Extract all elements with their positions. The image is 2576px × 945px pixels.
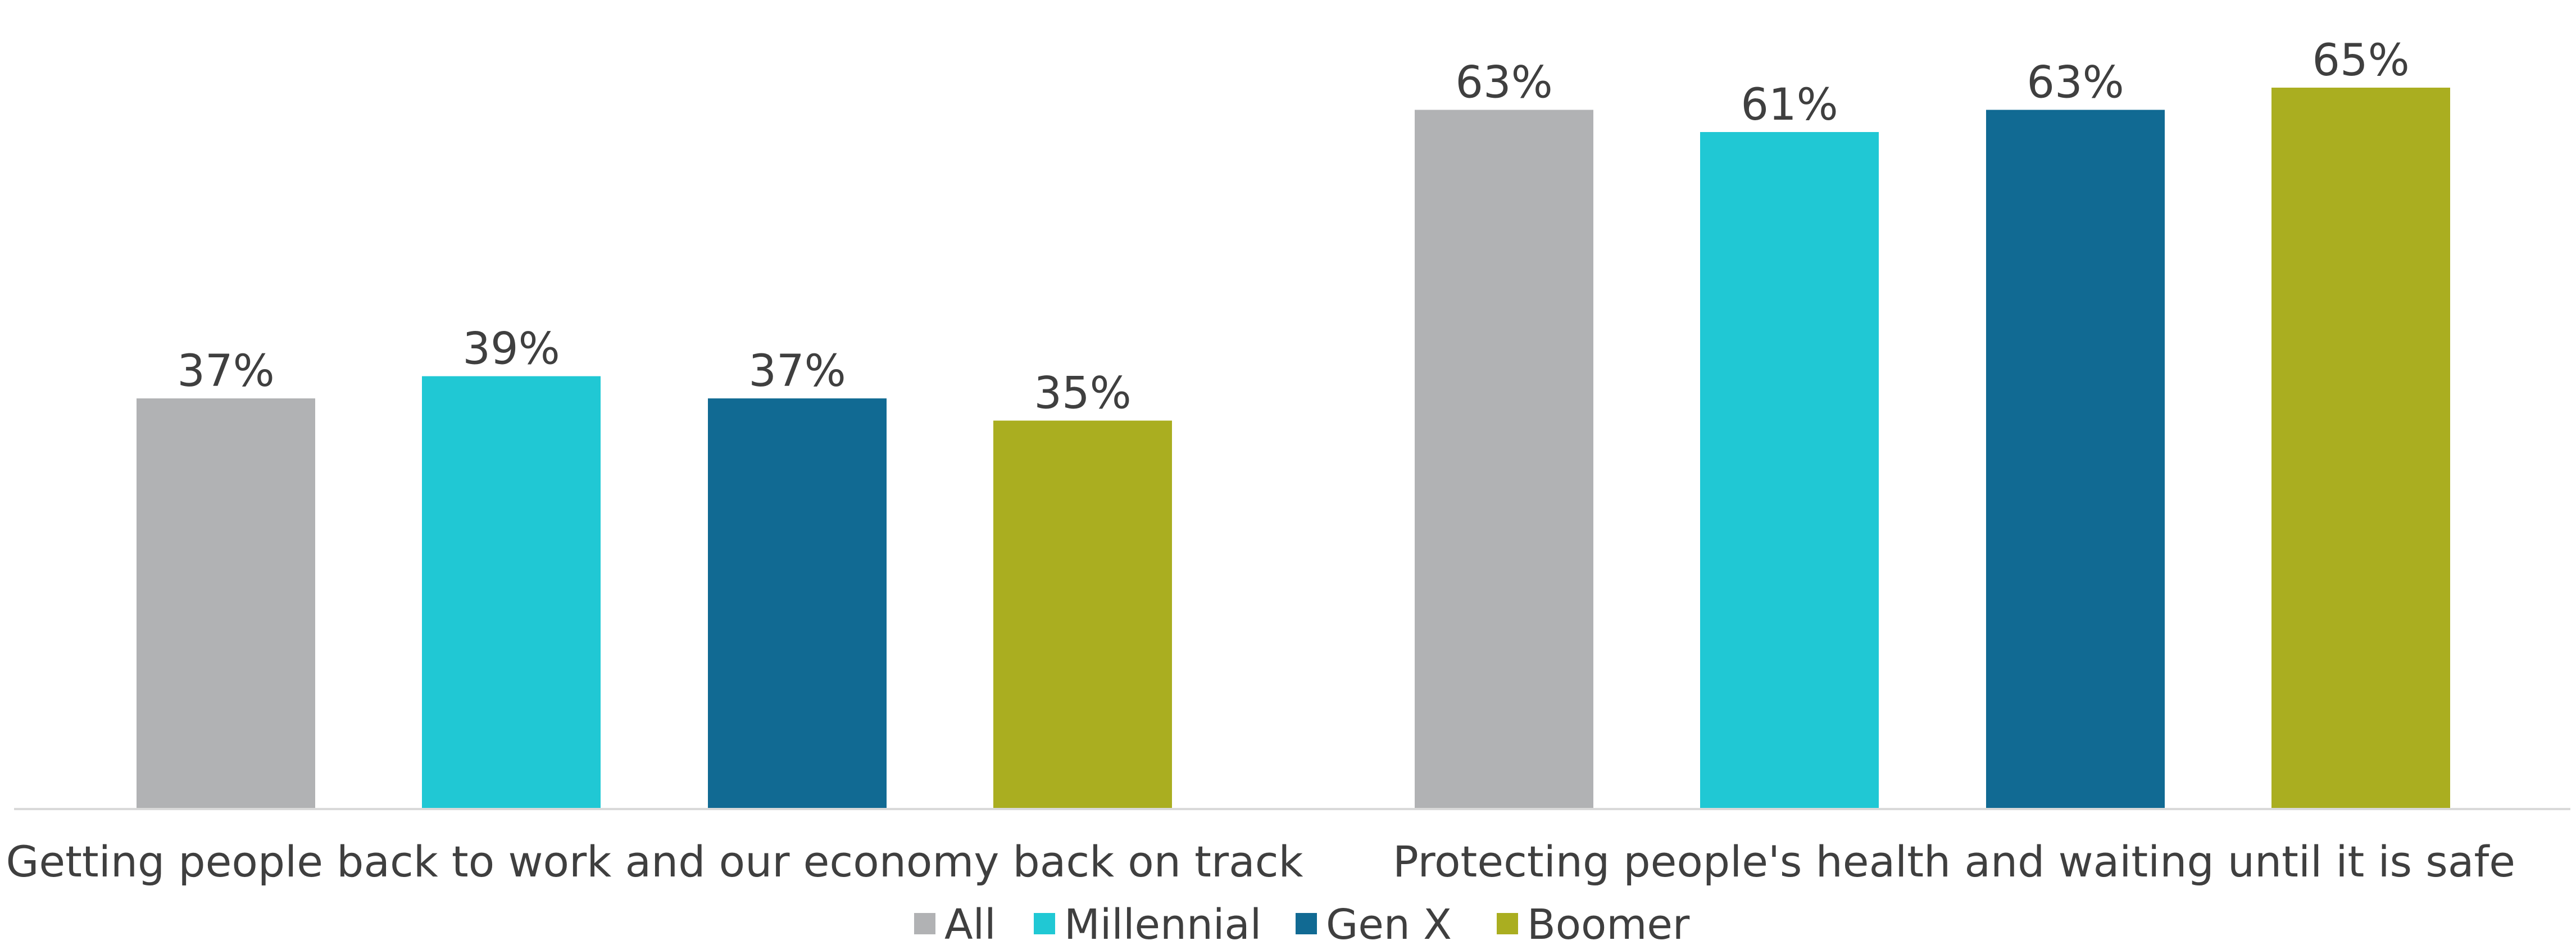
legend-swatch-millennial [1034, 913, 1055, 934]
data-label-millennial-1: 61% [1741, 80, 1838, 130]
bar-millennial-1 [1700, 132, 1879, 809]
category-label-0: Getting people back to work and our econ… [6, 837, 1303, 887]
bar-millennial-0 [422, 376, 601, 809]
data-label-gen-x-1: 63% [2027, 58, 2124, 108]
bar-all-1 [1415, 110, 1593, 809]
legend-swatch-gen-x [1296, 913, 1317, 934]
bar-boomer-1 [2271, 88, 2450, 809]
legend-label-millennial: Millennial [1064, 901, 1261, 945]
data-label-all-0: 37% [177, 346, 274, 397]
bar-gen-x-1 [1986, 110, 2165, 809]
data-label-gen-x-0: 37% [748, 346, 846, 397]
bar-boomer-0 [993, 420, 1172, 809]
bar-gen-x-0 [708, 398, 887, 809]
category-label-1: Protecting people's health and waiting u… [1393, 837, 2515, 887]
data-label-boomer-0: 35% [1034, 369, 1131, 419]
legend: All Millennial Gen X Boomer [914, 901, 1690, 945]
data-label-millennial-0: 39% [462, 324, 560, 375]
data-label-boomer-1: 65% [2312, 35, 2409, 86]
legend-label-gen-x: Gen X [1326, 901, 1452, 945]
legend-label-boomer: Boomer [1527, 901, 1690, 945]
legend-label-all: All [944, 901, 996, 945]
legend-swatch-boomer [1497, 913, 1518, 934]
data-label-all-1: 63% [1455, 58, 1552, 108]
bars-layer [137, 88, 2450, 809]
data-labels-layer: 37% 39% 37% 35% 63% 61% 63% 65% [177, 35, 2409, 419]
bar-all-0 [137, 398, 315, 809]
legend-swatch-all [914, 913, 935, 934]
